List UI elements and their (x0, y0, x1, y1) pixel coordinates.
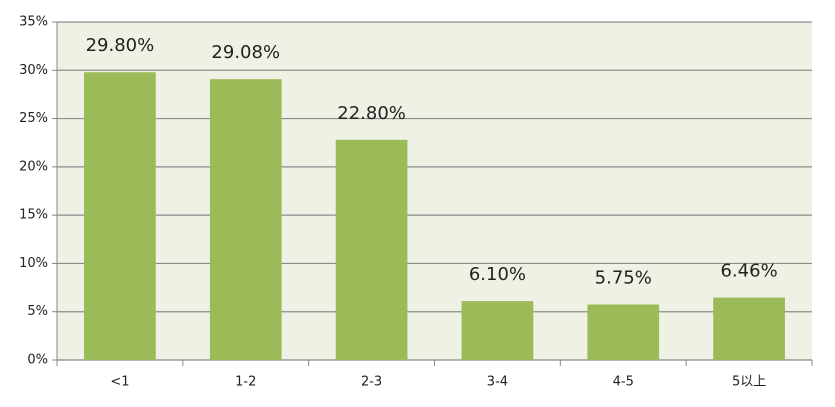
value-label: 6.10% (469, 264, 526, 285)
y-tick-label: 0% (27, 353, 48, 368)
value-label: 5.75% (595, 267, 652, 288)
y-tick-label: 15% (19, 208, 48, 223)
bar (335, 139, 408, 360)
value-label: 22.80% (337, 103, 406, 124)
value-label: 6.46% (720, 261, 777, 282)
x-tick-label: 5以上 (732, 375, 766, 390)
x-tick-label: 3-4 (487, 375, 508, 390)
x-tick-label: 2-3 (361, 375, 382, 390)
bar (587, 304, 660, 360)
y-tick-label: 30% (19, 63, 48, 78)
x-tick-label: 4-5 (613, 375, 634, 390)
value-label: 29.80% (86, 35, 155, 56)
y-tick-label: 20% (19, 159, 48, 174)
bar (84, 72, 156, 361)
y-tick-label: 25% (19, 111, 48, 126)
y-tick-label: 35% (19, 15, 48, 30)
bar (209, 79, 282, 360)
plot-area (57, 22, 812, 360)
value-label: 29.08% (211, 42, 280, 63)
y-tick-label: 5% (27, 304, 48, 319)
y-tick-label: 10% (19, 256, 48, 271)
x-tick-label: <1 (110, 375, 129, 390)
bar (461, 301, 534, 360)
x-tick-label: 1-2 (235, 375, 256, 390)
bar (713, 297, 785, 360)
